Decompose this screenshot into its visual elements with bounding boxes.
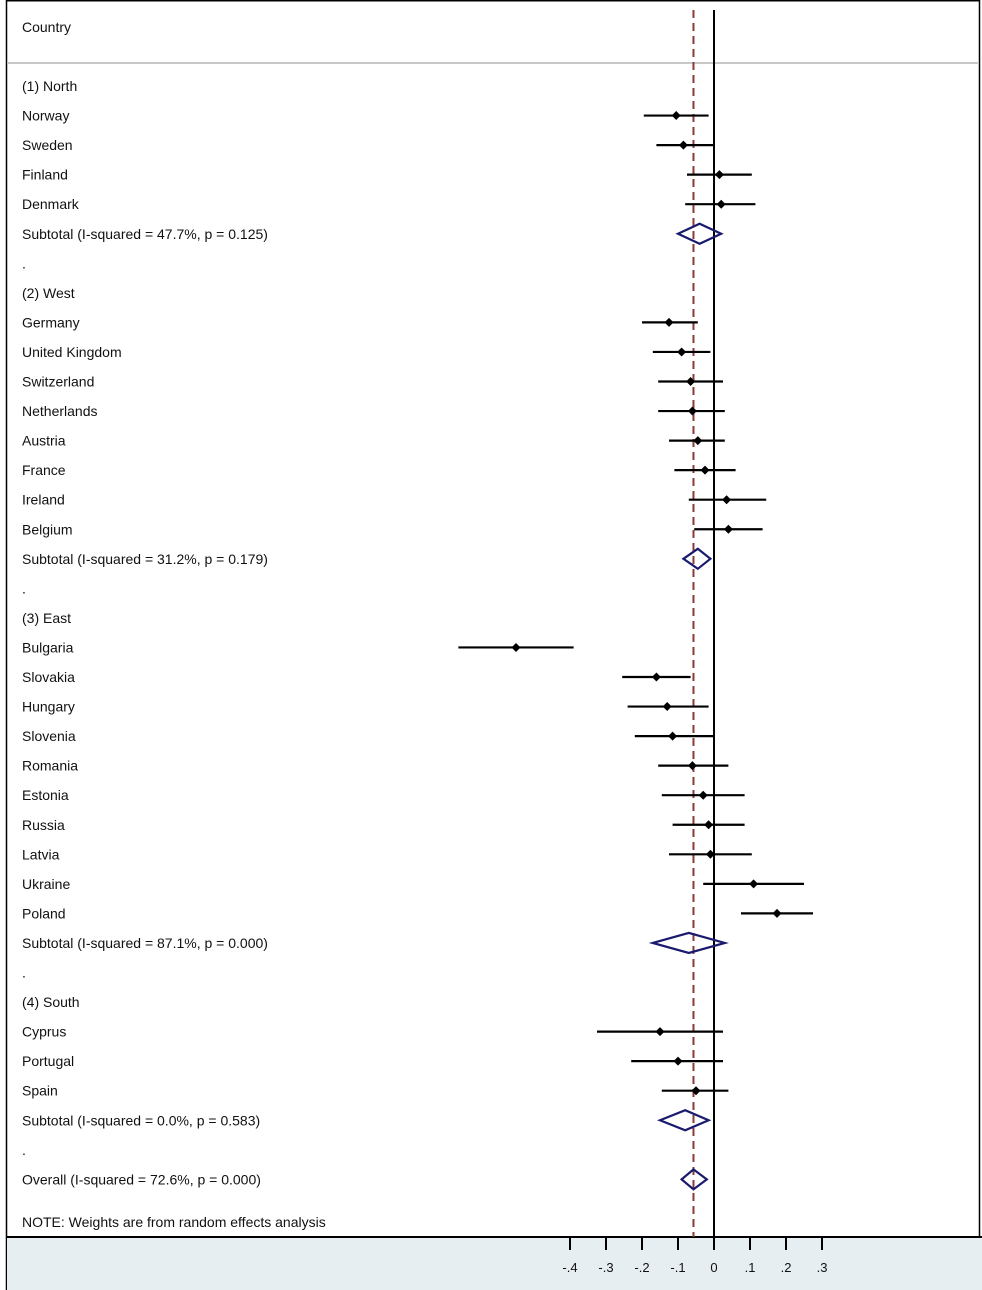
x-tick-label: -.3 bbox=[598, 1260, 613, 1275]
x-tick-label: 0 bbox=[710, 1260, 717, 1275]
row-label: (1) North bbox=[22, 78, 77, 94]
point-estimate bbox=[772, 908, 782, 918]
row-label: Switzerland bbox=[22, 374, 94, 390]
row-label: Germany bbox=[22, 314, 80, 330]
point-estimate bbox=[668, 731, 678, 741]
row-label: Slovakia bbox=[22, 669, 75, 685]
row-label: Belgium bbox=[22, 521, 73, 537]
row-label: Ukraine bbox=[22, 876, 70, 892]
row-label: . bbox=[22, 1142, 26, 1158]
point-estimate bbox=[677, 347, 687, 357]
point-estimate bbox=[716, 199, 726, 209]
row-label: Slovenia bbox=[22, 728, 76, 744]
subtotal-diamond bbox=[657, 1109, 712, 1132]
row-label: Cyprus bbox=[22, 1024, 66, 1040]
point-estimate bbox=[664, 317, 674, 327]
row-label: Estonia bbox=[22, 787, 69, 803]
axis-band bbox=[7, 1237, 982, 1290]
point-estimate bbox=[698, 790, 708, 800]
row-label: Austria bbox=[22, 433, 66, 449]
row-label: Overall (I-squared = 72.6%, p = 0.000) bbox=[22, 1171, 261, 1187]
row-label: Russia bbox=[22, 817, 65, 833]
row-label: Bulgaria bbox=[22, 639, 74, 655]
row-label: Subtotal (I-squared = 31.2%, p = 0.179) bbox=[22, 551, 268, 567]
point-estimate bbox=[686, 377, 696, 386]
point-estimate bbox=[671, 111, 681, 121]
row-label: Spain bbox=[22, 1083, 58, 1099]
row-label: (3) East bbox=[22, 610, 71, 626]
point-estimate bbox=[704, 820, 714, 830]
row-label: Latvia bbox=[22, 846, 60, 862]
point-estimate bbox=[678, 140, 688, 150]
point-estimate bbox=[511, 642, 521, 652]
point-estimate bbox=[655, 1027, 665, 1037]
row-label: . bbox=[22, 580, 26, 596]
row-label: Romania bbox=[22, 758, 78, 774]
point-estimate bbox=[714, 170, 724, 180]
subtotal-diamond bbox=[648, 931, 729, 955]
point-estimate bbox=[687, 406, 697, 416]
row-label: Ireland bbox=[22, 492, 65, 508]
row-label: Sweden bbox=[22, 137, 73, 153]
x-tick-label: .3 bbox=[817, 1260, 828, 1275]
row-label: France bbox=[22, 462, 66, 478]
subtotal-diamond bbox=[675, 222, 724, 245]
point-estimate bbox=[722, 495, 732, 505]
reference-lines bbox=[692, 10, 715, 1237]
point-estimate bbox=[749, 879, 759, 889]
x-axis-ticks: -.4 -.3 -.2 -.1 0 .1 .2 .3 bbox=[562, 1237, 827, 1275]
x-tick-label: -.4 bbox=[562, 1260, 577, 1275]
note-text: NOTE: Weights are from random effects an… bbox=[22, 1214, 326, 1230]
study-rows: (1) North Norway Sweden Finland Denmark Subto… bbox=[22, 78, 813, 1191]
row-label: . bbox=[22, 255, 26, 271]
row-label: Subtotal (I-squared = 47.7%, p = 0.125) bbox=[22, 226, 268, 242]
row-label: (4) South bbox=[22, 994, 80, 1010]
x-tick-label: .2 bbox=[781, 1260, 792, 1275]
point-estimate bbox=[662, 702, 672, 712]
overall-diamond bbox=[679, 1167, 709, 1191]
point-estimate bbox=[687, 761, 697, 771]
row-label: Hungary bbox=[22, 699, 75, 715]
row-label: Denmark bbox=[22, 196, 80, 212]
row-label: Finland bbox=[22, 167, 68, 183]
row-label: . bbox=[22, 965, 26, 981]
point-estimate bbox=[693, 436, 703, 446]
point-estimate bbox=[651, 672, 661, 682]
point-estimate bbox=[705, 849, 715, 859]
point-estimate bbox=[691, 1086, 701, 1096]
row-label: Subtotal (I-squared = 0.0%, p = 0.583) bbox=[22, 1112, 260, 1128]
x-tick-label: -.2 bbox=[634, 1260, 649, 1275]
x-tick-label: -.1 bbox=[670, 1260, 685, 1275]
point-estimate bbox=[673, 1056, 683, 1066]
row-label: (2) West bbox=[22, 285, 75, 301]
row-label: Subtotal (I-squared = 87.1%, p = 0.000) bbox=[22, 935, 268, 951]
point-estimate bbox=[700, 465, 710, 475]
row-label: Netherlands bbox=[22, 403, 98, 419]
x-tick-label: .1 bbox=[745, 1260, 756, 1275]
row-label: United Kingdom bbox=[22, 344, 122, 360]
header-country: Country bbox=[22, 19, 71, 35]
point-estimate bbox=[723, 524, 733, 534]
row-label: Poland bbox=[22, 905, 66, 921]
subtotal-diamond bbox=[681, 547, 713, 571]
row-label: Norway bbox=[22, 108, 69, 124]
row-label: Portugal bbox=[22, 1053, 74, 1069]
